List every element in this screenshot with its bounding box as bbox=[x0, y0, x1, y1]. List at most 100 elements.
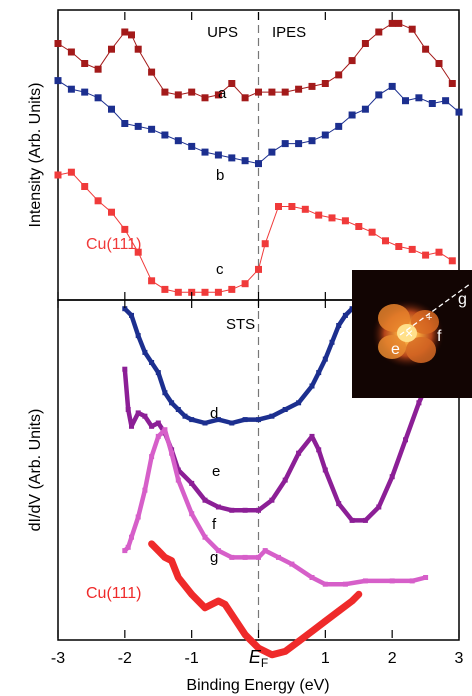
x-tick-label-2: -1 bbox=[185, 650, 199, 667]
data-point-top-2-21 bbox=[328, 214, 336, 222]
data-point-bottom-1-5 bbox=[149, 423, 155, 429]
data-point-bottom-0-15 bbox=[256, 417, 261, 423]
data-point-bottom-2-22 bbox=[362, 578, 368, 584]
data-point-bottom-3-18 bbox=[349, 598, 355, 604]
inset-label-e: e bbox=[391, 341, 400, 358]
data-point-bottom-1-28 bbox=[416, 400, 422, 406]
data-point-top-0-18 bbox=[281, 88, 289, 96]
data-point-top-0-9 bbox=[161, 88, 169, 96]
data-point-top-2-12 bbox=[214, 288, 222, 296]
data-point-bottom-0-8 bbox=[175, 407, 181, 412]
data-point-bottom-0-13 bbox=[229, 420, 235, 426]
inset-label-g: g bbox=[458, 291, 467, 308]
data-point-top-1-26 bbox=[402, 97, 409, 105]
x-tick-label-5: 2 bbox=[388, 650, 397, 667]
data-point-top-0-10 bbox=[174, 91, 182, 99]
sts-label: STS bbox=[226, 316, 255, 333]
data-point-top-1-10 bbox=[188, 142, 196, 150]
data-point-top-0-13 bbox=[214, 91, 222, 99]
inset-label-f: f bbox=[437, 328, 442, 345]
data-point-bottom-0-18 bbox=[296, 400, 302, 406]
inset-marker-f: + bbox=[426, 312, 432, 324]
data-point-bottom-2-17 bbox=[276, 554, 281, 560]
data-point-bottom-2-24 bbox=[409, 578, 415, 584]
data-point-bottom-1-18 bbox=[296, 450, 302, 456]
data-point-bottom-0-16 bbox=[269, 413, 275, 419]
data-point-bottom-2-13 bbox=[229, 554, 235, 560]
data-point-top-0-3 bbox=[94, 65, 102, 73]
data-point-bottom-1-10 bbox=[189, 480, 195, 486]
data-point-bottom-3-13 bbox=[282, 648, 288, 654]
x-axis-label: Binding Energy (eV) bbox=[186, 677, 329, 694]
data-point-top-2-4 bbox=[108, 208, 115, 216]
data-point-bottom-0-22 bbox=[329, 339, 335, 345]
data-point-top-2-28 bbox=[422, 251, 430, 259]
data-point-bottom-0-12 bbox=[215, 417, 221, 423]
data-point-top-1-9 bbox=[174, 137, 182, 145]
ups-label: UPS bbox=[207, 24, 238, 41]
x-tick-label-0: -3 bbox=[51, 650, 65, 667]
data-point-bottom-1-11 bbox=[202, 497, 208, 503]
data-point-top-1-16 bbox=[268, 148, 276, 156]
data-point-top-1-5 bbox=[121, 120, 129, 127]
data-point-top-2-23 bbox=[355, 223, 363, 230]
data-point-bottom-1-19 bbox=[309, 433, 315, 439]
data-point-bottom-2-16 bbox=[262, 548, 268, 554]
data-point-bottom-0-17 bbox=[282, 407, 288, 412]
data-point-top-0-26 bbox=[388, 19, 396, 27]
data-point-top-0-29 bbox=[422, 45, 430, 53]
data-point-top-0-24 bbox=[361, 40, 369, 47]
series-line-bottom-3 bbox=[148, 540, 363, 659]
data-point-bottom-0-9 bbox=[182, 413, 188, 419]
data-point-top-0-7 bbox=[134, 45, 142, 53]
data-point-top-1-0 bbox=[54, 77, 62, 85]
data-point-top-2-25 bbox=[382, 237, 389, 245]
data-point-top-2-3 bbox=[94, 197, 102, 205]
data-point-bottom-2-19 bbox=[309, 575, 315, 580]
data-point-top-1-23 bbox=[361, 105, 369, 113]
data-point-top-0-27 bbox=[395, 19, 403, 27]
data-point-bottom-0-0 bbox=[122, 306, 128, 312]
cu111-top-label: Cu(111) bbox=[86, 236, 141, 253]
data-point-bottom-1-25 bbox=[376, 504, 382, 510]
data-point-top-0-15 bbox=[241, 94, 249, 102]
data-point-top-1-6 bbox=[134, 122, 142, 130]
data-point-bottom-3-9 bbox=[229, 612, 235, 617]
data-point-bottom-3-3 bbox=[169, 558, 175, 564]
data-point-bottom-0-19 bbox=[309, 383, 315, 389]
data-point-bottom-1-3 bbox=[135, 410, 141, 416]
data-point-bottom-2-21 bbox=[342, 581, 348, 587]
data-point-bottom-0-3 bbox=[142, 349, 148, 355]
data-point-bottom-1-4 bbox=[142, 413, 148, 419]
data-point-top-1-7 bbox=[148, 125, 156, 133]
data-point-top-2-0 bbox=[54, 171, 62, 179]
data-point-bottom-0-4 bbox=[149, 360, 155, 365]
data-point-top-2-6 bbox=[134, 248, 142, 256]
data-point-top-0-17 bbox=[268, 88, 276, 96]
data-point-bottom-2-7 bbox=[162, 427, 168, 433]
data-point-top-0-11 bbox=[188, 88, 196, 96]
data-point-bottom-2-10 bbox=[189, 511, 195, 517]
data-point-top-0-6 bbox=[128, 31, 135, 39]
data-point-top-1-14 bbox=[241, 157, 249, 165]
data-point-bottom-1-12 bbox=[215, 504, 221, 510]
data-point-bottom-0-11 bbox=[202, 420, 208, 426]
x-tick-label-3: EF bbox=[249, 647, 268, 670]
data-point-top-0-25 bbox=[375, 28, 383, 36]
data-point-bottom-1-0 bbox=[122, 366, 128, 372]
data-point-top-2-11 bbox=[201, 288, 209, 296]
data-point-top-0-5 bbox=[121, 28, 129, 36]
data-point-bottom-3-11 bbox=[256, 645, 261, 651]
data-point-bottom-2-2 bbox=[129, 534, 134, 540]
data-point-bottom-0-2 bbox=[135, 333, 141, 339]
data-point-bottom-0-7 bbox=[169, 400, 175, 406]
data-point-bottom-1-22 bbox=[336, 501, 342, 507]
data-point-bottom-2-11 bbox=[202, 534, 208, 540]
data-point-bottom-0-21 bbox=[322, 356, 328, 362]
data-point-bottom-0-14 bbox=[242, 417, 248, 423]
data-point-bottom-1-13 bbox=[229, 507, 235, 513]
data-point-top-2-2 bbox=[81, 183, 89, 190]
data-point-top-2-26 bbox=[395, 243, 403, 250]
x-tick-label-1: -2 bbox=[118, 650, 132, 667]
data-point-bottom-3-5 bbox=[189, 591, 195, 597]
